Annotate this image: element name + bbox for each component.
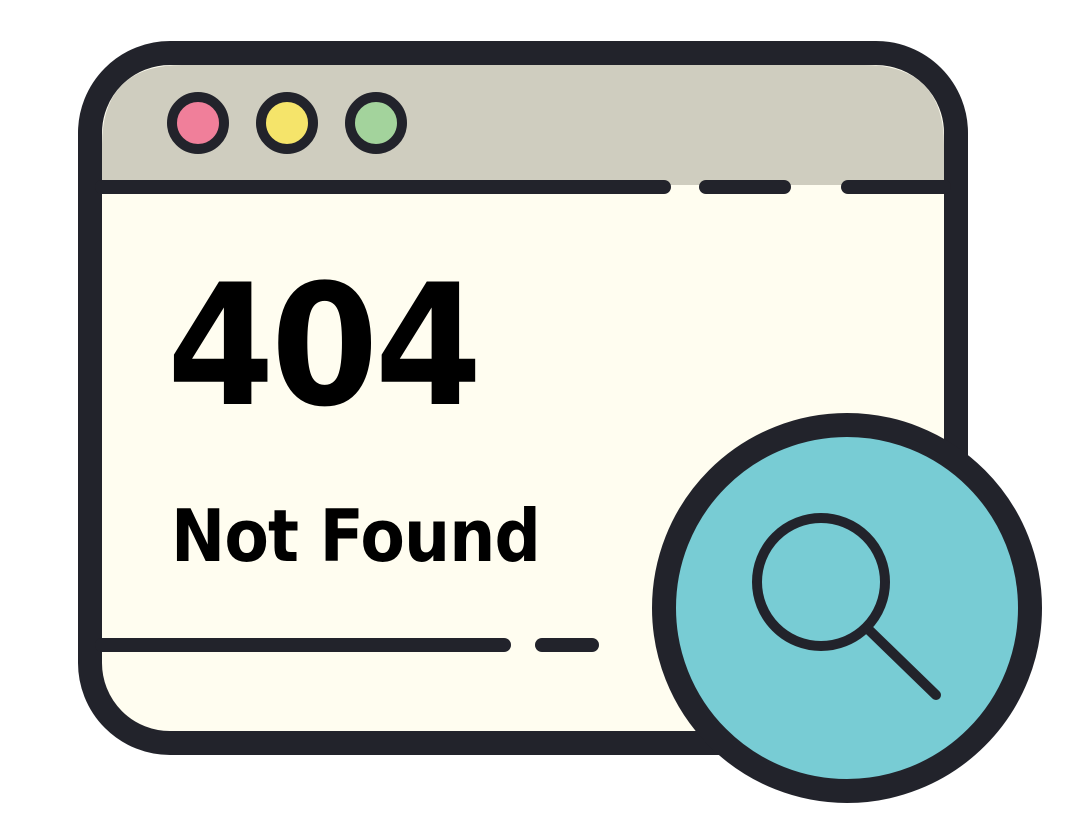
maximize-dot — [345, 92, 407, 154]
close-dot — [167, 92, 229, 154]
minimize-dot — [256, 92, 318, 154]
magnifier-icon — [752, 513, 941, 700]
error-code: 404 — [167, 248, 482, 444]
window-titlebar — [102, 65, 944, 185]
search-badge — [652, 413, 1042, 803]
error-message: Not Found — [171, 494, 541, 578]
search-badge-circle — [652, 413, 1042, 803]
